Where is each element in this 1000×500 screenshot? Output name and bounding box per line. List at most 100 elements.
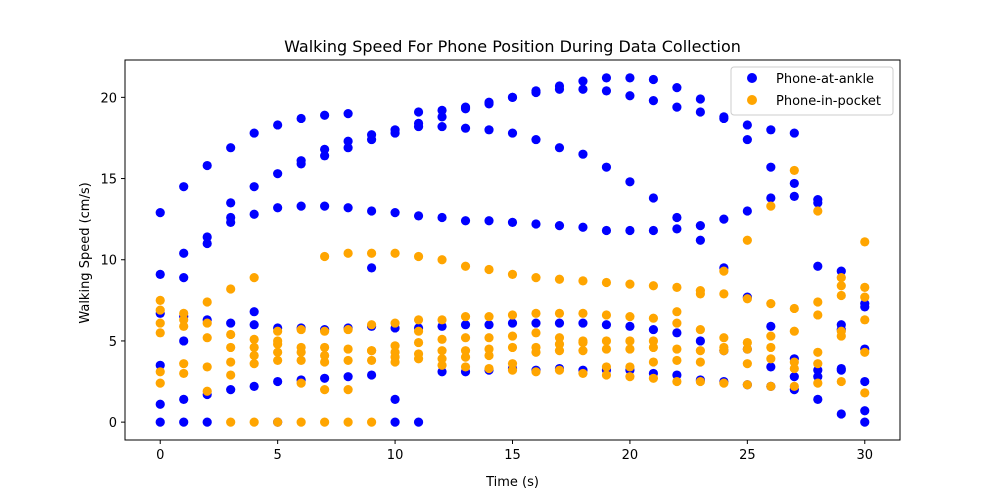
data-point: [507, 318, 518, 328]
data-point: [390, 417, 400, 427]
data-point: [484, 363, 494, 374]
data-point: [625, 362, 635, 372]
data-point: [343, 355, 353, 366]
data-point: [836, 281, 846, 291]
data-point: [672, 376, 682, 387]
data-point: [343, 203, 353, 213]
data-point: [413, 417, 424, 427]
data-point: [719, 113, 729, 124]
data-point: [766, 321, 776, 331]
data-point: [601, 320, 612, 330]
data-point: [296, 113, 306, 124]
data-point: [320, 373, 330, 383]
data-point: [742, 337, 752, 348]
data-point: [249, 342, 259, 353]
data-point: [578, 368, 588, 379]
data-point: [860, 417, 870, 427]
x-tick-label: 20: [622, 448, 639, 463]
data-point: [789, 326, 799, 336]
data-point: [343, 344, 353, 354]
data-point: [155, 417, 165, 427]
data-point: [695, 221, 705, 231]
data-point: [390, 394, 400, 405]
data-point: [625, 91, 635, 101]
data-point: [179, 336, 189, 346]
legend-label-phone-in-pocket: Phone-in-pocket: [776, 94, 881, 109]
data-point: [554, 339, 565, 349]
data-point: [601, 370, 612, 380]
data-point: [155, 378, 165, 388]
data-point: [507, 331, 518, 341]
data-point: [226, 284, 236, 294]
data-point: [179, 368, 189, 379]
data-point: [789, 381, 799, 392]
data-point: [437, 105, 447, 115]
data-point: [296, 347, 306, 357]
data-point: [202, 417, 212, 427]
data-point: [695, 324, 705, 335]
data-point: [437, 354, 447, 364]
data-point: [507, 92, 518, 102]
data-point: [672, 370, 682, 380]
data-point: [413, 337, 424, 348]
data-point: [578, 222, 588, 232]
data-point: [390, 128, 400, 138]
data-point: [742, 120, 752, 130]
legend-box: [730, 66, 894, 116]
data-point: [484, 350, 494, 361]
data-point: [507, 359, 518, 369]
data-point: [789, 165, 799, 176]
data-point: [460, 352, 471, 362]
data-point: [179, 273, 189, 283]
data-point: [648, 357, 659, 367]
data-point: [625, 372, 635, 382]
data-point: [836, 331, 846, 341]
data-point: [320, 357, 330, 367]
data-point: [413, 211, 424, 221]
data-point: [226, 318, 236, 328]
data-point: [413, 326, 424, 336]
data-point: [601, 310, 612, 320]
data-point: [249, 182, 259, 192]
data-point: [296, 324, 306, 335]
data-point: [766, 125, 776, 135]
data-point: [648, 193, 659, 203]
data-point: [484, 311, 494, 322]
data-point: [860, 302, 870, 312]
data-point: [695, 289, 705, 299]
data-point: [320, 251, 330, 262]
data-point: [813, 310, 823, 320]
data-point: [155, 208, 165, 218]
data-point: [202, 362, 212, 372]
data-point: [366, 346, 377, 356]
data-point: [179, 182, 189, 192]
data-point: [836, 376, 846, 387]
data-point: [860, 406, 870, 416]
y-tick-label: 0: [109, 416, 117, 431]
data-point: [789, 303, 799, 314]
data-point: [202, 160, 212, 171]
data-point: [766, 362, 776, 372]
data-point: [578, 318, 588, 328]
legend-marker-phone-at-ankle: [747, 73, 757, 83]
data-point: [320, 144, 330, 154]
data-point: [155, 360, 165, 370]
y-axis: 0 5 10 15 20: [100, 91, 125, 431]
data-point: [226, 342, 236, 353]
data-point: [179, 308, 189, 318]
data-point: [789, 357, 799, 367]
data-point: [719, 214, 729, 224]
data-point: [320, 326, 330, 336]
data-point: [625, 311, 635, 322]
data-point: [766, 381, 776, 392]
data-point: [531, 347, 541, 357]
data-point: [155, 269, 165, 279]
data-point: [249, 417, 259, 427]
data-point: [273, 326, 283, 336]
data-point: [836, 409, 846, 419]
y-tick-label: 10: [100, 254, 117, 269]
data-point: [249, 334, 259, 344]
data-point: [296, 417, 306, 427]
data-point: [554, 84, 565, 94]
